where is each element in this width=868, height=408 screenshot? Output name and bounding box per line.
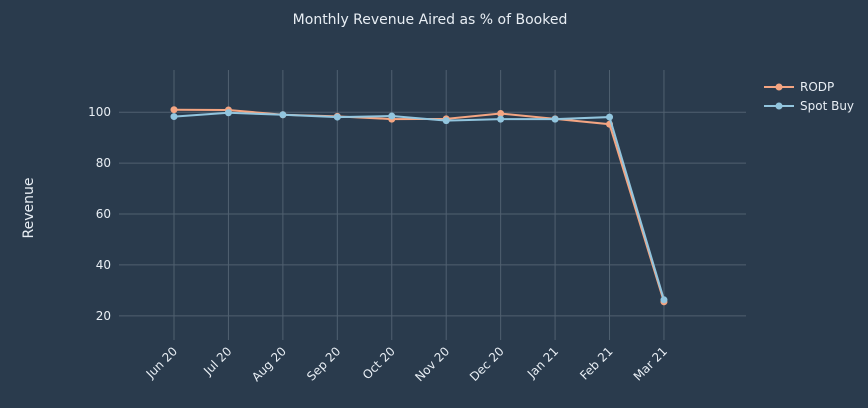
y-ticks: 20 40 60 80 100 xyxy=(88,105,111,323)
legend[interactable]: RODP Spot Buy xyxy=(764,80,854,113)
y-tick-label: 40 xyxy=(96,258,111,272)
data-point xyxy=(333,113,341,121)
y-axis-label: Revenue xyxy=(21,178,37,239)
data-point xyxy=(442,117,450,125)
grid xyxy=(119,70,746,340)
legend-item[interactable]: RODP xyxy=(764,80,834,94)
data-point xyxy=(497,115,505,123)
data-point xyxy=(660,296,668,304)
legend-label: RODP xyxy=(800,80,834,94)
y-tick-label: 20 xyxy=(96,309,111,323)
data-point xyxy=(170,106,178,114)
legend-marker xyxy=(775,83,783,91)
data-point xyxy=(170,113,178,121)
series-group xyxy=(170,106,668,306)
y-tick-label: 60 xyxy=(96,207,111,221)
data-point xyxy=(224,109,232,117)
data-point xyxy=(551,115,559,123)
data-point xyxy=(388,112,396,120)
legend-label: Spot Buy xyxy=(800,99,854,113)
y-tick-label: 100 xyxy=(88,105,111,119)
series-line xyxy=(173,111,665,301)
data-point xyxy=(606,113,614,121)
data-point xyxy=(279,111,287,119)
data-point xyxy=(497,110,505,118)
series-spot-buy xyxy=(170,109,668,304)
legend-marker xyxy=(775,102,783,110)
legend-item[interactable]: Spot Buy xyxy=(764,99,854,113)
chart-title: Monthly Revenue Aired as % of Booked xyxy=(293,12,568,28)
y-tick-label: 80 xyxy=(96,156,111,170)
